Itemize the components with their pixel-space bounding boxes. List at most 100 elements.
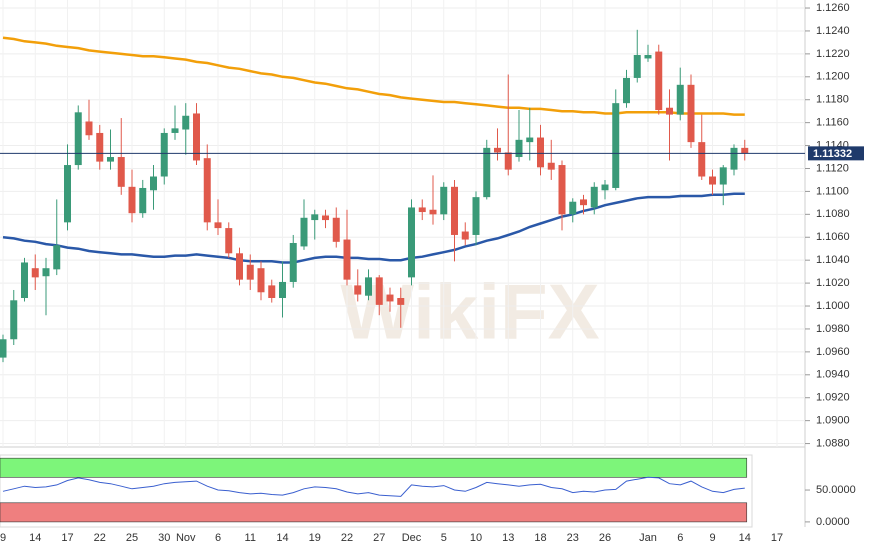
y-tick-label: 1.1240 (816, 25, 850, 37)
level-band (0, 457, 748, 478)
y-tick-label: 1.1040 (816, 254, 850, 266)
y-tick-label: 1.1020 (816, 277, 850, 289)
candle-body (709, 176, 716, 185)
moving-average (2, 192, 745, 264)
candle-body (719, 167, 727, 185)
candle-body (483, 147, 491, 198)
candle-body (236, 253, 243, 280)
x-tick-label: 17 (771, 532, 783, 544)
y-tick-label: 1.0900 (816, 415, 850, 427)
candle-body (440, 186, 448, 215)
x-tick-label: 11 (245, 532, 256, 544)
candle-body (418, 207, 426, 213)
y-tick-label: 1.1080 (816, 208, 850, 220)
watermark: WikiFX (340, 268, 599, 356)
candle-body (31, 268, 39, 278)
candle-body (53, 245, 61, 270)
y-tick-label: 1.0920 (816, 392, 850, 404)
x-tick-label: 14 (29, 532, 41, 544)
candle-body (397, 298, 405, 305)
y-tick-label: 1.0960 (816, 346, 850, 358)
candle-body (117, 157, 125, 187)
candle-body (558, 165, 566, 215)
candle-body (472, 197, 480, 235)
candle-body (300, 217, 308, 247)
oscillator-line (2, 476, 745, 497)
x-tick-label: 17 (61, 532, 73, 544)
candle-body (96, 132, 104, 162)
candle-body (279, 281, 286, 298)
candle-body (451, 186, 458, 235)
candle-body (687, 84, 695, 143)
y-tick-label: 1.1220 (816, 48, 850, 60)
candle-body (354, 285, 362, 295)
candle-body (408, 207, 415, 278)
x-tick-label: 18 (534, 532, 546, 544)
candle-body (461, 231, 469, 240)
y-tick-label: 1.1200 (816, 71, 850, 83)
candle-body (655, 51, 663, 111)
candle-body (10, 300, 18, 340)
candle-body (150, 176, 157, 191)
candle-body (160, 132, 168, 177)
x-tick-label: 6 (215, 532, 221, 544)
candle-body (666, 107, 673, 115)
candle-body (21, 262, 28, 298)
candle-body (623, 77, 630, 104)
candle-body (203, 158, 211, 223)
level-band (0, 502, 748, 523)
x-tick-label: Dec (402, 532, 422, 544)
candle-body (214, 222, 222, 229)
candle-body (107, 157, 114, 162)
x-tick-label: 14 (739, 532, 751, 544)
y-tick-label: 1.0880 (816, 437, 850, 449)
candle-body (246, 264, 254, 280)
last-price-label: 1.11332 (813, 148, 852, 160)
candle-body (741, 147, 749, 154)
moving-average (2, 36, 745, 116)
candle-body (343, 239, 351, 280)
x-tick-label: 5 (441, 532, 447, 544)
candle-body (128, 186, 136, 214)
x-tick-label: 19 (309, 532, 321, 544)
candle-body (182, 115, 190, 130)
y-tick-label: 1.1260 (816, 2, 850, 14)
y-tick-label: 1.1180 (816, 94, 849, 106)
candle-body (547, 162, 555, 170)
x-tick-label: 9 (0, 532, 6, 544)
candle-body (225, 228, 233, 254)
candle-body (515, 139, 523, 158)
y-tick-label: 1.1000 (816, 300, 850, 312)
candle-body (612, 103, 620, 188)
x-tick-label: 23 (567, 532, 579, 544)
y-tick-label: 1.0980 (816, 323, 850, 335)
candle-body (676, 84, 684, 115)
candle-body (257, 268, 265, 293)
y-tick-label: 1.1160 (816, 117, 849, 129)
candle-body (332, 217, 340, 242)
y-tick-label: 1.0940 (816, 369, 850, 381)
candle-body (633, 55, 641, 78)
y-tick-label: 1.1120 (816, 162, 849, 174)
x-tick-label: 6 (677, 532, 683, 544)
x-tick-label: 22 (94, 532, 106, 544)
candle-body (375, 277, 383, 305)
candle-body (730, 147, 738, 170)
x-tick-label: Jan (639, 532, 657, 544)
candle-body (590, 186, 598, 208)
y-tick-label: 50.0000 (816, 484, 856, 496)
x-tick-label: 25 (126, 532, 138, 544)
x-tick-label: 22 (341, 532, 353, 544)
candle-body (289, 242, 297, 282)
candle-body (0, 339, 7, 358)
candle-body (569, 201, 577, 215)
candle-body (526, 137, 534, 143)
candle-body (42, 268, 50, 277)
candle-body (139, 187, 147, 214)
candle-body (537, 137, 544, 168)
candle-body (322, 215, 329, 221)
candle-body (580, 199, 587, 206)
candle-body (171, 128, 179, 133)
